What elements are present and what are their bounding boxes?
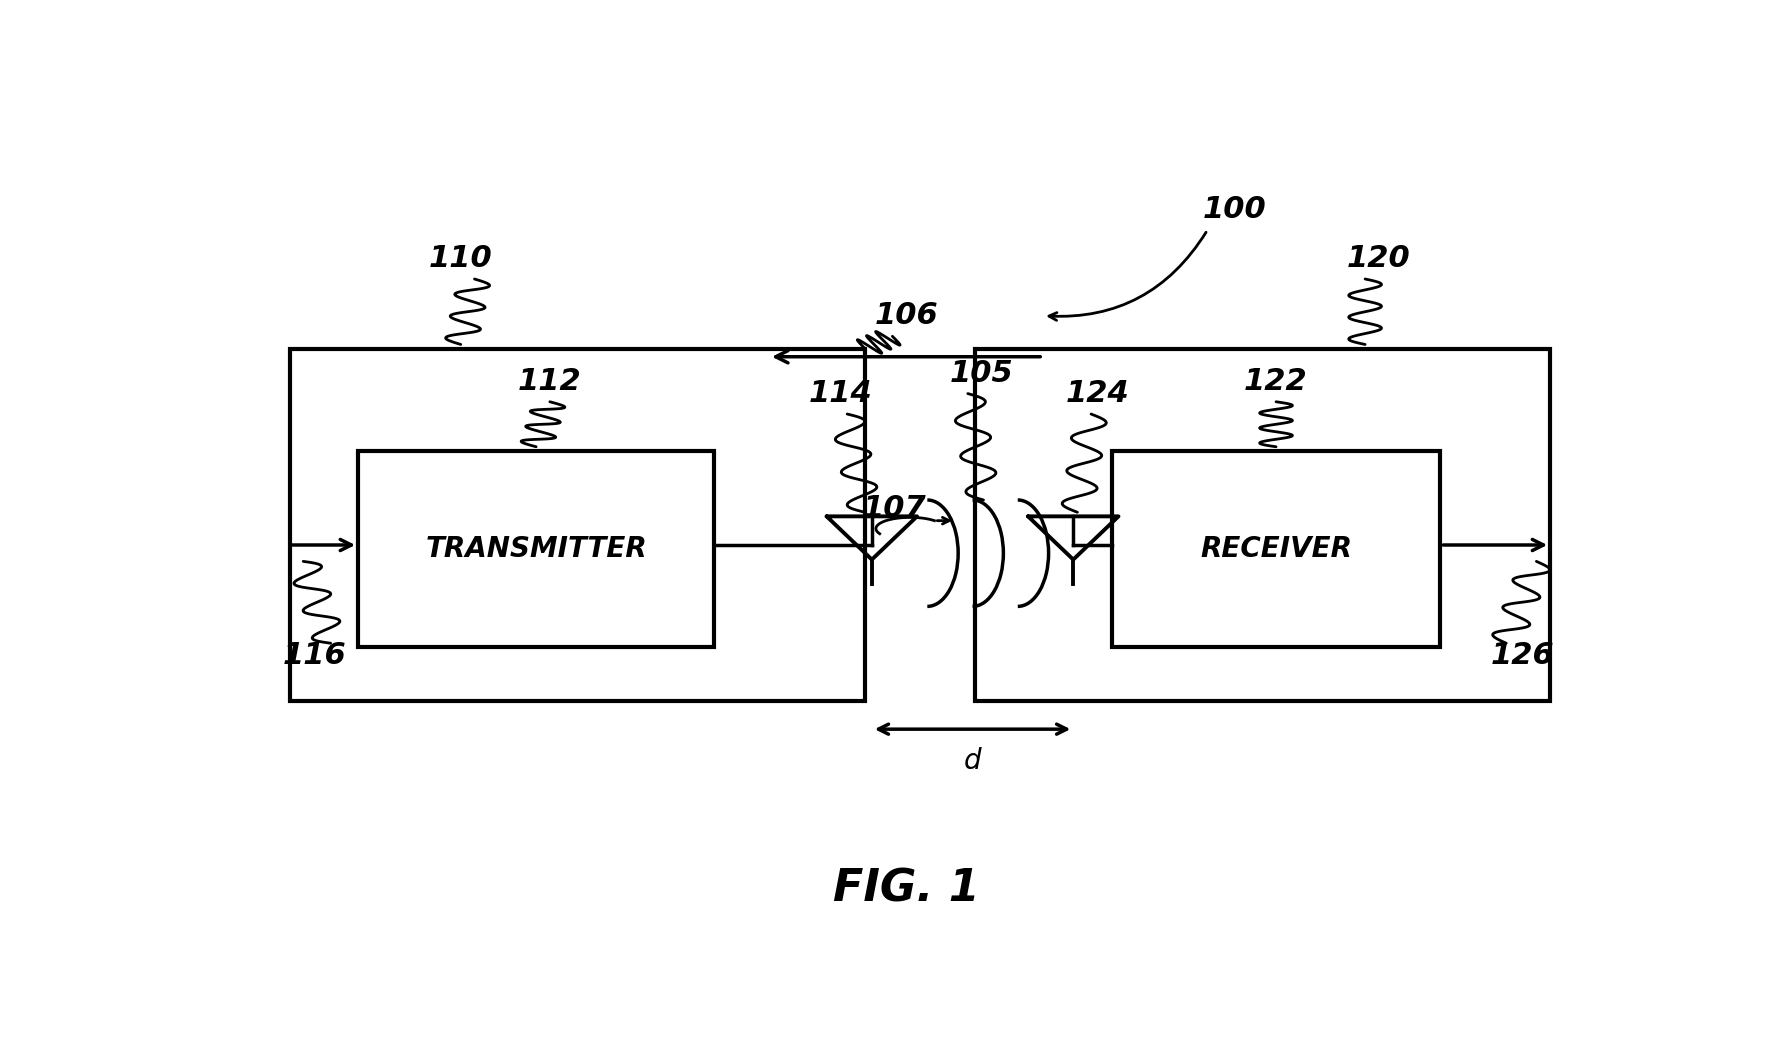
Text: 112: 112: [518, 367, 582, 395]
Text: 100: 100: [1202, 195, 1268, 224]
Text: 110: 110: [430, 244, 493, 273]
Text: 126: 126: [1490, 641, 1554, 670]
Text: 107: 107: [863, 493, 926, 523]
Text: 105: 105: [949, 358, 1013, 388]
Bar: [290, 349, 865, 701]
Bar: [357, 451, 714, 647]
Text: 106: 106: [873, 301, 939, 331]
Text: TRANSMITTER: TRANSMITTER: [426, 535, 647, 563]
Text: 116: 116: [283, 641, 347, 670]
Text: 122: 122: [1245, 367, 1308, 395]
Text: 114: 114: [808, 379, 872, 408]
Text: 124: 124: [1066, 379, 1130, 408]
Text: RECEIVER: RECEIVER: [1200, 535, 1353, 563]
Bar: [1112, 451, 1441, 647]
Text: FIG. 1: FIG. 1: [833, 867, 979, 910]
Text: 120: 120: [1347, 244, 1411, 273]
Bar: [974, 349, 1551, 701]
Text: $d$: $d$: [964, 747, 983, 775]
